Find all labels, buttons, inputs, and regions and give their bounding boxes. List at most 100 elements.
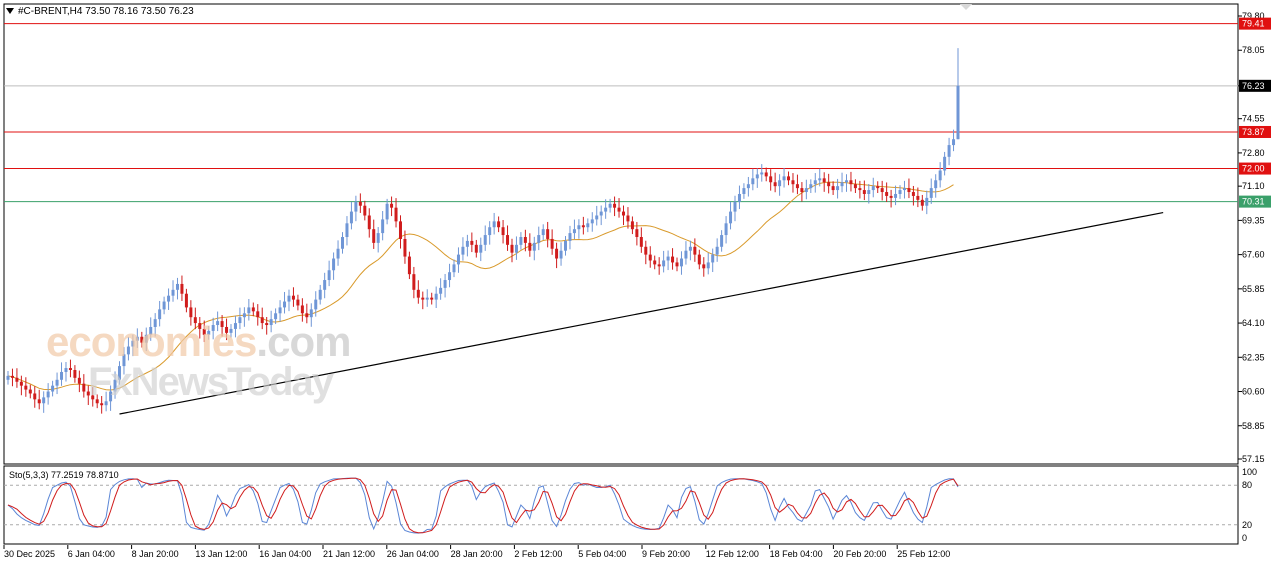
bull-candle — [6, 375, 10, 380]
stochastic-level-label: 100 — [1242, 467, 1257, 477]
bear-candle — [876, 186, 880, 189]
bull-candle — [488, 227, 492, 236]
bull-candle — [122, 354, 126, 367]
bull-candle — [144, 334, 148, 343]
bear-candle — [260, 317, 264, 324]
bull-candle — [943, 156, 947, 171]
bear-candle — [675, 262, 679, 267]
bear-candle — [86, 391, 90, 396]
bear-candle — [773, 182, 777, 187]
bear-candle — [28, 389, 32, 394]
bear-candle — [10, 375, 14, 378]
shift-marker-icon[interactable] — [960, 4, 972, 10]
bear-candle — [407, 256, 411, 275]
bear-candle — [184, 293, 188, 308]
time-tick-label: 21 Jan 12:00 — [323, 549, 375, 559]
bull-candle — [135, 336, 139, 341]
bull-candle — [898, 190, 902, 194]
bull-candle — [813, 180, 817, 185]
symbol-header: #C-BRENT,H4 73.50 78.16 73.50 76.23 — [6, 6, 194, 17]
bull-candle — [354, 201, 358, 212]
bull-candle — [269, 319, 273, 326]
stochastic-panel-frame — [3, 465, 1239, 545]
bear-candle — [510, 244, 514, 253]
price-tick-label: 69.35 — [1242, 215, 1265, 225]
bull-candle — [844, 180, 848, 183]
bull-candle — [818, 178, 822, 181]
bull-candle — [332, 258, 336, 271]
price-label-box — [1239, 162, 1271, 175]
bear-candle — [653, 260, 657, 265]
bull-candle — [666, 256, 670, 261]
bear-candle — [795, 184, 799, 189]
time-tick-label: 2 Feb 12:00 — [514, 549, 562, 559]
time-tick-label: 18 Feb 04:00 — [770, 549, 823, 559]
bear-candle — [885, 192, 889, 196]
bear-candle — [77, 377, 81, 384]
watermark-fxnewstoday: FxNewsToday — [88, 360, 334, 404]
moving-average-line — [7, 181, 954, 391]
dropdown-triangle-icon[interactable] — [6, 8, 14, 15]
price-tick-label: 60.60 — [1242, 387, 1265, 397]
bear-candle — [862, 190, 866, 194]
bear-candle — [15, 377, 19, 382]
bull-candle — [755, 174, 759, 179]
bear-candle — [358, 201, 362, 206]
bull-candle — [751, 178, 755, 185]
bull-candle — [947, 145, 951, 157]
price-level-label: 76.23 — [1242, 81, 1265, 91]
bear-candle — [858, 188, 862, 191]
price-tick-label: 67.60 — [1242, 250, 1265, 260]
bull-candle — [323, 280, 327, 290]
bear-candle — [822, 178, 826, 183]
bull-candle — [492, 221, 496, 228]
bull-candle — [894, 193, 898, 198]
bull-candle — [341, 237, 345, 249]
time-tick-label: 13 Jan 12:00 — [195, 549, 247, 559]
bear-candle — [180, 283, 184, 294]
stochastic-level-label: 0 — [1242, 533, 1247, 543]
bear-candle — [421, 297, 425, 300]
bear-candle — [37, 399, 41, 404]
time-tick-label: 9 Feb 20:00 — [642, 549, 690, 559]
bull-candle — [349, 211, 353, 224]
bear-candle — [827, 182, 831, 187]
bull-candle — [836, 186, 840, 191]
bear-candle — [430, 297, 434, 300]
bear-candle — [791, 180, 795, 185]
symbol-info: #C-BRENT,H4 73.50 78.16 73.50 76.23 — [18, 6, 194, 17]
bull-candle — [434, 293, 438, 300]
bear-candle — [189, 307, 193, 318]
bull-candle — [804, 188, 808, 193]
bear-candle — [911, 192, 915, 196]
bear-candle — [394, 207, 398, 222]
bull-candle — [568, 233, 572, 241]
time-tick-label: 5 Feb 04:00 — [578, 549, 626, 559]
bear-candle — [702, 264, 706, 269]
bear-candle — [256, 311, 260, 318]
bear-candle — [506, 235, 510, 245]
bull-candle — [118, 366, 122, 380]
time-tick-label: 8 Jan 20:00 — [132, 549, 179, 559]
price-tick-label: 64.10 — [1242, 318, 1265, 328]
price-tick-label: 74.55 — [1242, 114, 1265, 124]
time-tick-label: 26 Jan 04:00 — [387, 549, 439, 559]
bear-candle — [671, 256, 675, 263]
bear-candle — [880, 188, 884, 193]
bull-candle — [519, 237, 523, 245]
price-tick-label: 58.85 — [1242, 421, 1265, 431]
bull-candle — [952, 139, 956, 146]
bull-candle — [345, 223, 349, 238]
bull-candle — [934, 180, 938, 189]
time-tick-label: 12 Feb 12:00 — [706, 549, 759, 559]
bull-candle — [479, 244, 483, 253]
bear-candle — [581, 225, 585, 228]
bull-candle — [448, 272, 452, 281]
bull-candle — [309, 309, 313, 318]
ascending-trendline[interactable] — [119, 211, 1164, 415]
bull-candle — [247, 307, 251, 314]
bull-candle — [318, 289, 322, 300]
bull-candle — [742, 188, 746, 194]
bull-candle — [336, 248, 340, 259]
